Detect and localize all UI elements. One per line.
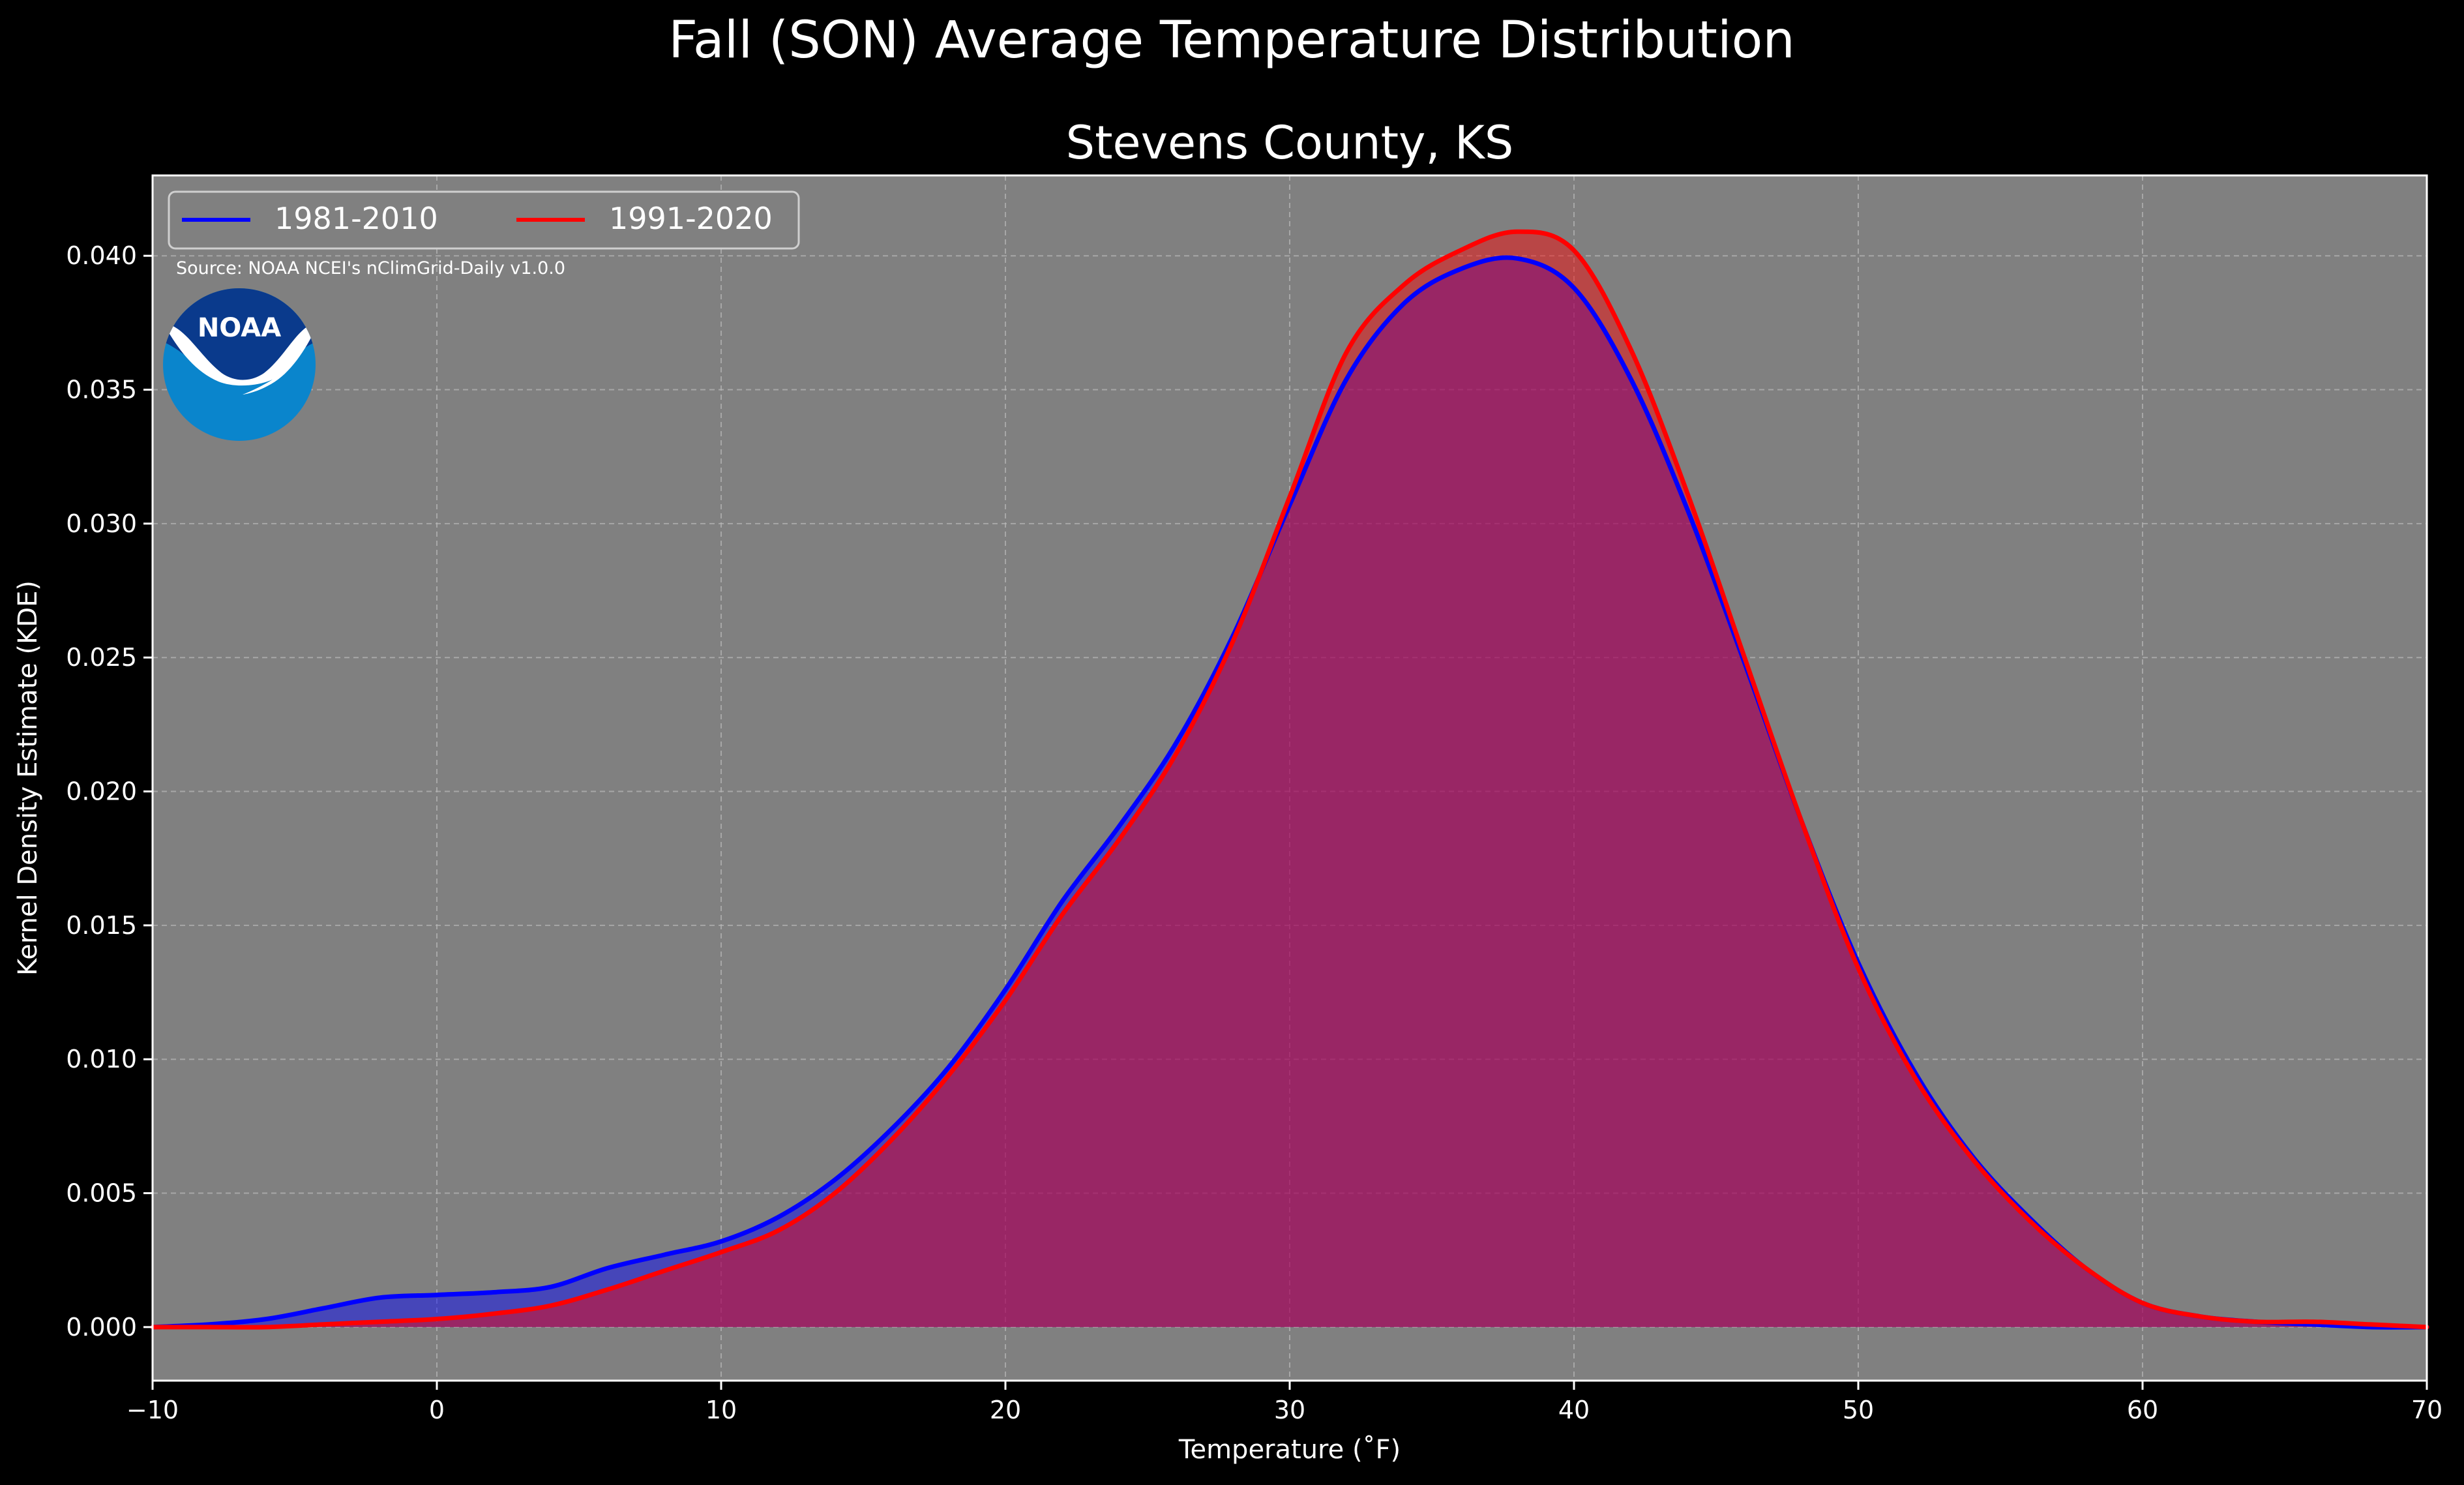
density-fill-1981-2010	[153, 258, 2427, 1328]
y-tick-label: 0.035	[66, 376, 137, 404]
density-lines	[150, 229, 2429, 1330]
y-axis-ticks: 0.000 0.005 0.010 0.015 0.020 0.025 0.030 0.035…	[66, 241, 153, 1342]
legend-box	[168, 190, 800, 250]
x-tick-label: 20	[990, 1396, 1021, 1424]
density-fill-1991-2020	[153, 232, 2427, 1328]
x-tick-label: −10	[126, 1396, 179, 1424]
legend: 1981-2010 1991-2020	[168, 190, 800, 250]
density-fills	[153, 232, 2427, 1328]
x-axis-label: Temperature (˚F)	[1178, 1435, 1401, 1465]
x-tick-label: 40	[1558, 1396, 1590, 1424]
y-tick-label: 0.000	[66, 1313, 137, 1342]
y-tick-label: 0.030	[66, 509, 137, 538]
x-tick-label: 50	[1843, 1396, 1874, 1424]
x-tick-label: 60	[2127, 1396, 2158, 1424]
x-tick-label: 0	[429, 1396, 445, 1424]
y-tick-label: 0.040	[66, 241, 137, 270]
noaa-logo-bird	[163, 321, 316, 395]
y-tick-label: 0.015	[66, 911, 137, 940]
source-note: Source: NOAA NCEI's nClimGrid-Daily v1.0…	[176, 258, 565, 278]
figure-suptitle: Fall (SON) Average Temperature Distribut…	[668, 11, 1795, 70]
chart-title: Stevens County, KS	[1066, 116, 1514, 170]
x-tick-label: 30	[1274, 1396, 1305, 1424]
noaa-logo-text: NOAA	[198, 313, 281, 343]
grid	[152, 175, 2427, 1381]
y-axis-label: Kernel Density Estimate (KDE)	[13, 580, 43, 976]
x-tick-label: 70	[2411, 1396, 2442, 1424]
legend-label-1991-2020: 1991-2020	[609, 201, 773, 236]
noaa-logo: NOAA	[163, 288, 316, 441]
density-line-1991-2020	[150, 229, 2429, 1330]
y-tick-label: 0.025	[66, 643, 137, 672]
y-tick-label: 0.005	[66, 1179, 137, 1208]
y-tick-label: 0.020	[66, 777, 137, 806]
x-tick-label: 10	[705, 1396, 737, 1424]
x-axis-ticks: −10 0 10 20 30 40 50 60 70	[126, 1381, 2442, 1424]
y-tick-label: 0.010	[66, 1045, 137, 1073]
legend-label-1981-2010: 1981-2010	[275, 201, 438, 236]
